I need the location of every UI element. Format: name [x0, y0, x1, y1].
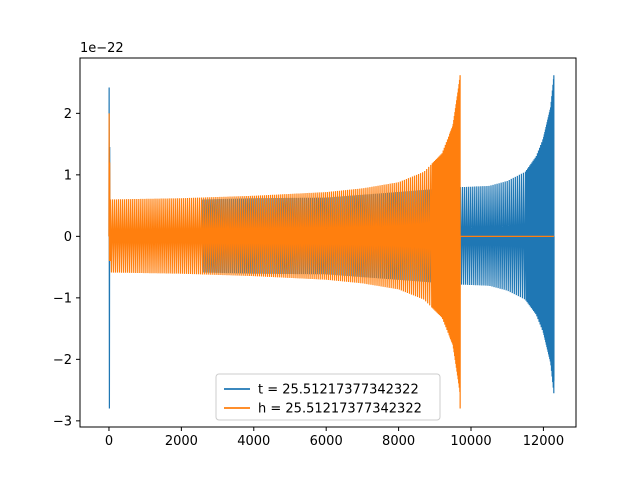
- plot-area: [108, 75, 555, 409]
- y-tick-label: 2: [64, 107, 72, 122]
- series-2-path: [108, 75, 554, 409]
- series-2-line: [108, 75, 554, 409]
- axes-frame: [79, 57, 577, 428]
- x-tick-label: 10000: [450, 434, 491, 449]
- legend: t = 25.51217377342322 h = 25.512173773423…: [215, 373, 441, 421]
- y-tick-label: −1: [53, 291, 72, 306]
- axes: 0 2000 4000 6000 8000 10000 12000 −3 −2 −1 0 1 2: [53, 57, 577, 449]
- y-offset-text: 1e−22: [80, 41, 124, 56]
- legend-box: [215, 373, 441, 421]
- legend-label-2: h = 25.51217377342322: [258, 402, 422, 417]
- y-tick-label: −3: [53, 414, 72, 429]
- y-tick-label: 0: [64, 230, 72, 245]
- x-tick-label: 12000: [523, 434, 564, 449]
- x-tick-label: 8000: [382, 434, 415, 449]
- y-tick-label: −2: [53, 353, 72, 368]
- y-tick-label: 1: [64, 168, 72, 183]
- x-tick-label: 6000: [310, 434, 343, 449]
- x-tick-label: 4000: [237, 434, 270, 449]
- legend-label-1: t = 25.51217377342322: [258, 383, 419, 398]
- x-tick-label: 2000: [165, 434, 198, 449]
- x-tick-label: 0: [105, 434, 113, 449]
